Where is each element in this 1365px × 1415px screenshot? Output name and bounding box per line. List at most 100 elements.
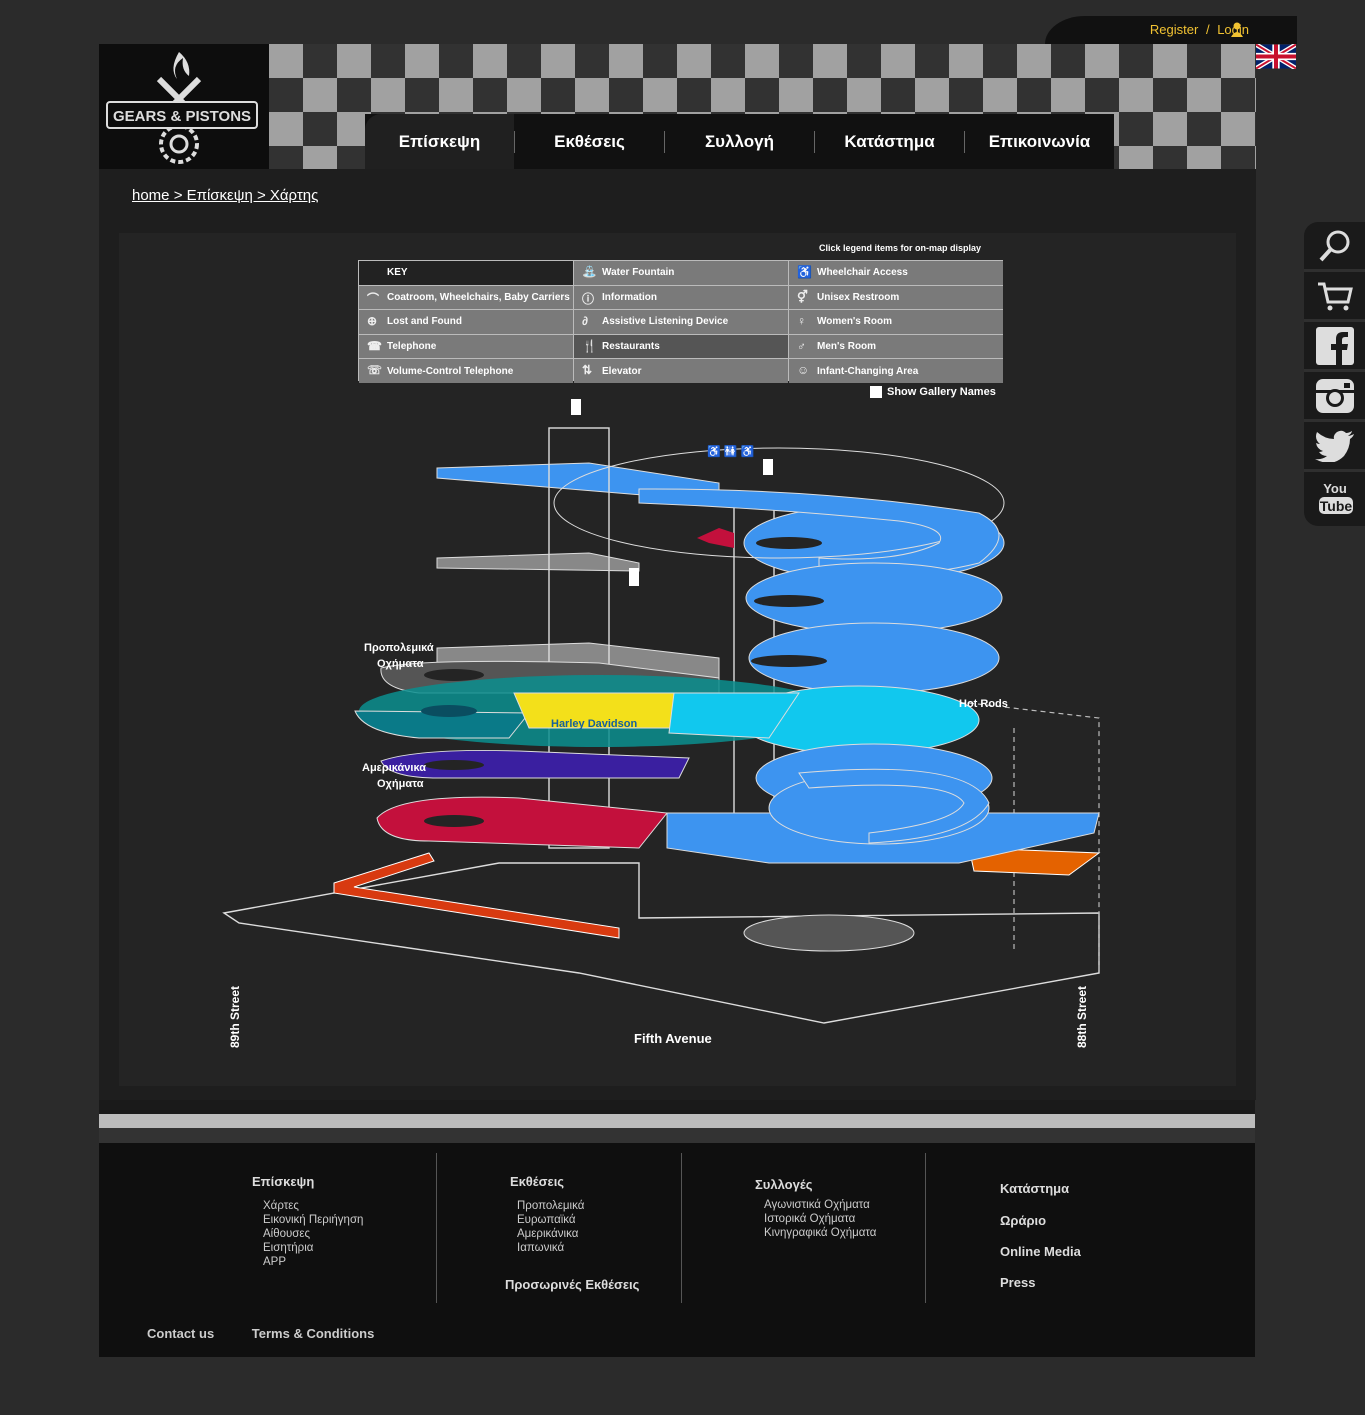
gallery-red-6[interactable] bbox=[697, 528, 734, 548]
footer-link[interactable]: Αγωνιστικά Οχήματα bbox=[764, 1199, 870, 1211]
login-link[interactable]: Login bbox=[1217, 22, 1249, 37]
footer-heading[interactable]: Συλλογές bbox=[755, 1177, 813, 1192]
logo[interactable]: GEARS & PISTONS bbox=[99, 44, 269, 169]
svg-text:You: You bbox=[1323, 481, 1347, 496]
footer-heading[interactable]: Κατάστημα bbox=[1000, 1181, 1070, 1196]
twitter-button[interactable] bbox=[1304, 422, 1365, 472]
gallery-crimson[interactable] bbox=[376, 796, 668, 849]
main-content: home > Επίσκεψη > Χάρτης Click legend it… bbox=[99, 169, 1256, 1100]
tab-shop[interactable]: Κατάστημα bbox=[844, 131, 935, 151]
legend-label: Women's Room bbox=[817, 316, 892, 328]
footer-heading[interactable]: Εκθέσεις bbox=[510, 1174, 565, 1189]
site-header: GEARS & PISTONS Επίσκεψη Εκθέσεις Συλλογ… bbox=[99, 44, 1256, 169]
harley-east-wing[interactable] bbox=[668, 692, 800, 739]
elevator-tower bbox=[548, 427, 610, 849]
legend-item[interactable]: ⇅ Elevator bbox=[574, 359, 788, 383]
restroom-icons[interactable]: ♿ 🚻 ♿ bbox=[707, 445, 755, 458]
footer-heading[interactable]: Προσωρινές Εκθέσεις bbox=[505, 1277, 640, 1292]
legend-item[interactable]: ⚥ Unisex Restroom bbox=[789, 285, 1003, 310]
lost-found-icon: ⊕ bbox=[367, 314, 378, 329]
womens-room-icon: ♀ bbox=[797, 314, 806, 329]
label-harley: Harley Davidson bbox=[551, 718, 637, 730]
legend-label: Elevator bbox=[602, 365, 642, 377]
account-bar: Register / Login bbox=[1045, 16, 1297, 44]
elevator-icon[interactable] bbox=[629, 568, 639, 586]
contact-link[interactable]: Contact us bbox=[147, 1326, 215, 1341]
facebook-icon bbox=[1315, 326, 1354, 365]
tab-exhibitions[interactable]: Εκθέσεις bbox=[554, 131, 625, 151]
entrance-ramp[interactable] bbox=[333, 852, 620, 939]
footer-link[interactable]: Αίθουσες bbox=[263, 1228, 311, 1240]
legend-item[interactable]: 🍴 Restaurants bbox=[574, 334, 788, 359]
instagram-button[interactable] bbox=[1304, 372, 1365, 422]
legend-item[interactable]: ♿ Wheelchair Access bbox=[789, 261, 1003, 285]
wheelchair-icon: ♿ bbox=[797, 265, 812, 279]
elevator-icon[interactable] bbox=[763, 459, 773, 475]
tab-collection[interactable]: Συλλογή bbox=[704, 131, 775, 151]
info-icon: ⓘ bbox=[582, 291, 595, 306]
footer-link[interactable]: Ιστορικά Οχήματα bbox=[764, 1213, 856, 1225]
footer-heading[interactable]: Επίσκεψη bbox=[252, 1174, 315, 1189]
footer-link[interactable]: Αμερικάνικα bbox=[517, 1228, 579, 1240]
breadcrumb[interactable]: home > Επίσκεψη > Χάρτης bbox=[132, 187, 319, 204]
legend-item[interactable]: ☎ Telephone bbox=[359, 334, 573, 359]
logo-text: GEARS & PISTONS bbox=[113, 108, 251, 125]
twitter-icon bbox=[1314, 430, 1354, 462]
footer-link[interactable]: APP bbox=[263, 1256, 287, 1268]
search-button[interactable] bbox=[1304, 222, 1365, 272]
footer-link[interactable]: Κινηγραφικά Οχήματα bbox=[764, 1227, 877, 1239]
footer-texture bbox=[99, 1100, 1255, 1143]
english-flag-icon[interactable] bbox=[1256, 44, 1296, 69]
legend-item[interactable]: ∂ Assistive Listening Device bbox=[574, 310, 788, 334]
facebook-button[interactable] bbox=[1304, 322, 1365, 372]
harley-west-wing[interactable] bbox=[354, 710, 531, 739]
legend-item[interactable]: ⊕ Lost and Found bbox=[359, 310, 573, 334]
footer-link[interactable]: Ιαπωνικά bbox=[517, 1242, 565, 1254]
legend-label: Restaurants bbox=[602, 341, 660, 353]
floor-plan: .wl { fill:none; stroke:#ddd; stroke-wid… bbox=[222, 399, 1101, 1048]
floor-5-west[interactable] bbox=[436, 552, 640, 572]
user-icon[interactable] bbox=[1231, 22, 1243, 38]
divider bbox=[964, 130, 965, 153]
rotunda-top-rim bbox=[553, 447, 1005, 559]
footer-link[interactable]: Εικονική Περιήγηση bbox=[263, 1214, 364, 1226]
legend-item[interactable]: ♀ Women's Room bbox=[789, 310, 1003, 334]
elevator-icon: ⇅ bbox=[582, 363, 593, 378]
register-link[interactable]: Register bbox=[1149, 22, 1199, 37]
legend-item[interactable]: ♂ Men's Room bbox=[789, 334, 1003, 359]
footer-link[interactable]: Εισητήρια bbox=[263, 1242, 314, 1254]
tab-contact[interactable]: Επικοινωνία bbox=[988, 131, 1091, 151]
label-prewar-1: Προπολεμικά bbox=[364, 642, 434, 654]
legend-item[interactable]: ⛲ Water Fountain bbox=[574, 261, 788, 285]
show-gallery-names-toggle[interactable]: Show Gallery Names bbox=[870, 386, 996, 398]
footer-heading[interactable]: Ωράριο bbox=[1000, 1213, 1047, 1228]
footer-link[interactable]: Χάρτες bbox=[263, 1200, 299, 1212]
legend-item[interactable]: ⓘ Information bbox=[574, 285, 788, 310]
legend-item[interactable]: ☺ Infant-Changing Area bbox=[789, 359, 1003, 383]
youtube-icon: You Tube bbox=[1318, 481, 1353, 514]
cart-button[interactable] bbox=[1304, 272, 1365, 322]
annex-gallery[interactable] bbox=[968, 847, 1101, 876]
gallery-american[interactable] bbox=[380, 749, 690, 779]
legend-label: Wheelchair Access bbox=[817, 267, 908, 279]
rotunda-well-5 bbox=[754, 595, 824, 607]
restaurant-icon: 🍴 bbox=[582, 338, 597, 353]
label-american-2: Οχήματα bbox=[377, 778, 424, 790]
terms-link[interactable]: Terms & Conditions bbox=[251, 1326, 375, 1341]
footer-link[interactable]: Ευρωπαϊκά bbox=[517, 1214, 576, 1226]
gallery-names-checkbox[interactable] bbox=[870, 386, 882, 398]
footer-heading[interactable]: Press bbox=[1000, 1275, 1036, 1290]
fountain-area bbox=[743, 914, 915, 952]
label-street-right: 88th Street bbox=[1075, 986, 1089, 1048]
legend-item[interactable]: ⌒ Coatroom, Wheelchairs, Baby Carriers bbox=[359, 285, 573, 310]
footer-heading[interactable]: Online Media bbox=[1000, 1244, 1081, 1259]
rotunda-well-6 bbox=[756, 537, 822, 549]
legend-item[interactable]: ☏ Volume-Control Telephone bbox=[359, 359, 573, 383]
divider bbox=[664, 130, 665, 153]
youtube-button[interactable]: You Tube bbox=[1304, 472, 1365, 522]
rotunda-loop[interactable] bbox=[798, 768, 990, 844]
footer-link[interactable]: Προπολεμικά bbox=[517, 1200, 585, 1212]
elevator-icon[interactable] bbox=[571, 399, 581, 415]
footer-divider bbox=[436, 1153, 437, 1303]
tab-visit[interactable]: Επίσκεψη bbox=[365, 114, 514, 169]
